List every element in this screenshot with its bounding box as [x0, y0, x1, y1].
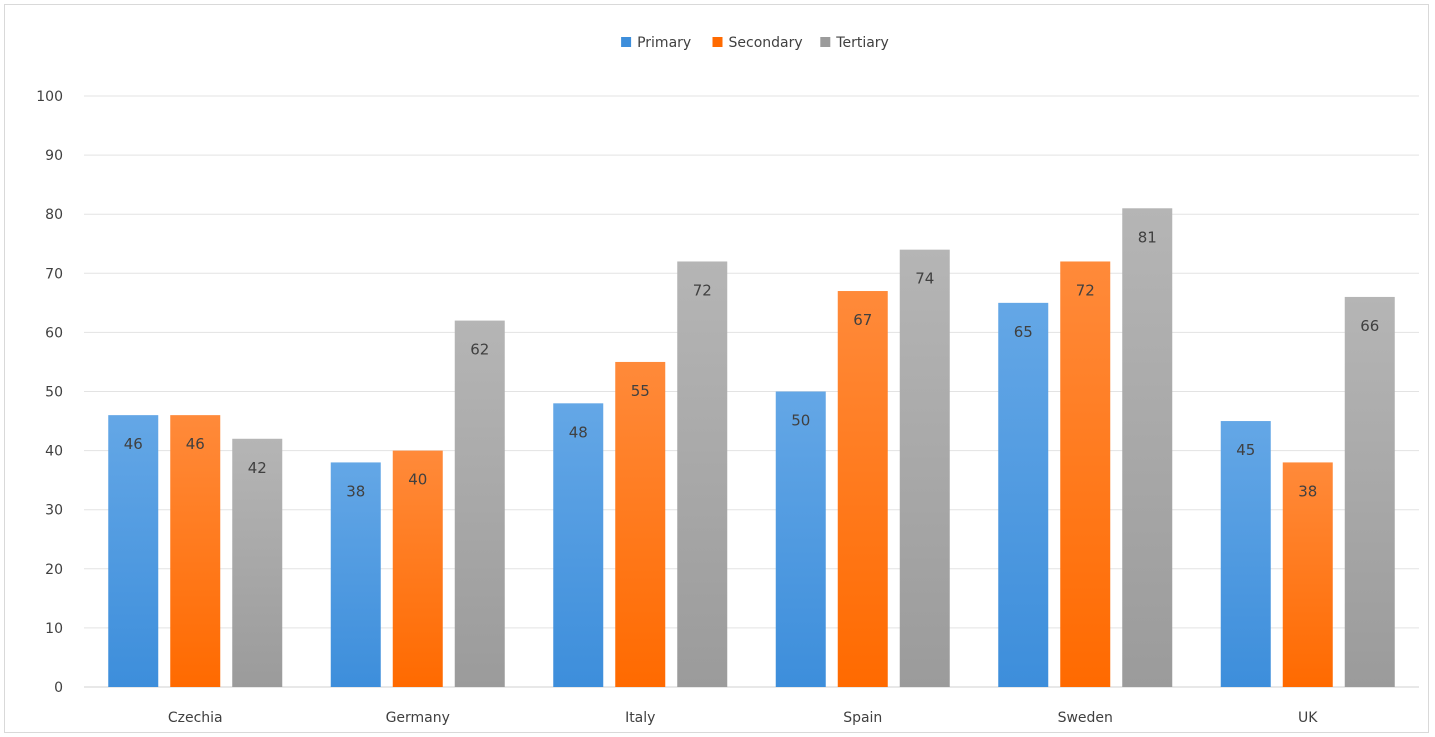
bar-primary-germany	[330, 462, 381, 687]
bar-tertiary-uk	[1344, 296, 1395, 687]
data-label: 72	[693, 281, 712, 299]
gridlines	[84, 95, 1419, 688]
y-tick-label: 80	[45, 207, 63, 223]
legend: Primary Secondary Tertiary	[621, 35, 889, 51]
data-label: 50	[791, 412, 810, 430]
bar-secondary-czechia	[170, 415, 221, 687]
x-axis-categories: Czechia Germany Italy Spain Sweden UK	[168, 710, 1318, 726]
bar-secondary-spain	[837, 291, 888, 687]
x-category-label: Czechia	[168, 710, 223, 726]
bar-secondary-germany	[392, 450, 443, 687]
bar-primary-italy	[553, 403, 604, 687]
data-labels: 46 46 42 38 40 62 48 55 72 50 67 74 65 72 81 45 38 66	[124, 228, 1380, 500]
bar-tertiary-sweden	[1122, 208, 1173, 688]
data-label: 81	[1138, 228, 1157, 246]
data-label: 38	[1298, 482, 1317, 500]
x-category-label: Italy	[625, 710, 655, 726]
data-label: 38	[346, 482, 365, 500]
y-tick-label: 20	[45, 562, 63, 578]
bars	[108, 208, 1395, 688]
y-axis-ticks: 0 10 20 30 40 50 60 70 80 90 100	[36, 89, 63, 696]
data-label: 67	[853, 311, 872, 329]
y-tick-label: 50	[45, 385, 63, 401]
y-tick-label: 40	[45, 444, 63, 460]
legend-swatch-secondary	[712, 37, 723, 47]
bar-secondary-italy	[615, 361, 666, 687]
x-category-label: Germany	[386, 710, 450, 726]
x-category-label: Sweden	[1058, 710, 1113, 726]
bar-primary-uk	[1220, 421, 1271, 687]
data-label: 72	[1076, 281, 1095, 299]
bar-secondary-uk	[1282, 462, 1333, 687]
data-label: 46	[124, 435, 143, 453]
bar-primary-czechia	[108, 415, 159, 687]
data-label: 45	[1236, 441, 1255, 459]
data-label: 42	[248, 459, 267, 477]
legend-label-primary: Primary	[637, 35, 691, 51]
y-tick-label: 10	[45, 621, 63, 637]
y-tick-label: 100	[36, 89, 63, 105]
bar-primary-sweden	[998, 302, 1049, 687]
y-tick-label: 90	[45, 148, 63, 164]
data-label: 74	[915, 270, 934, 288]
legend-swatch-tertiary	[820, 37, 831, 47]
y-tick-label: 30	[45, 503, 63, 519]
chart-frame	[4, 4, 1429, 733]
data-label: 65	[1014, 323, 1033, 341]
bar-primary-spain	[775, 391, 826, 687]
data-label: 46	[186, 435, 205, 453]
y-tick-label: 60	[45, 325, 63, 341]
bar-tertiary-spain	[899, 249, 950, 687]
y-tick-label: 0	[54, 680, 63, 696]
legend-label-tertiary: Tertiary	[835, 35, 889, 51]
data-label: 66	[1360, 317, 1379, 335]
data-label: 55	[631, 382, 650, 400]
x-category-label: UK	[1298, 710, 1318, 726]
legend-label-secondary: Secondary	[729, 35, 803, 51]
y-tick-label: 70	[45, 266, 63, 282]
data-label: 62	[470, 341, 489, 359]
bar-secondary-sweden	[1060, 261, 1111, 687]
bar-tertiary-italy	[677, 261, 728, 687]
bar-tertiary-germany	[454, 320, 505, 687]
x-category-label: Spain	[843, 710, 882, 726]
data-label: 40	[408, 471, 427, 489]
data-label: 48	[569, 423, 588, 441]
legend-swatch-primary	[621, 37, 632, 47]
bar-tertiary-czechia	[232, 438, 283, 687]
